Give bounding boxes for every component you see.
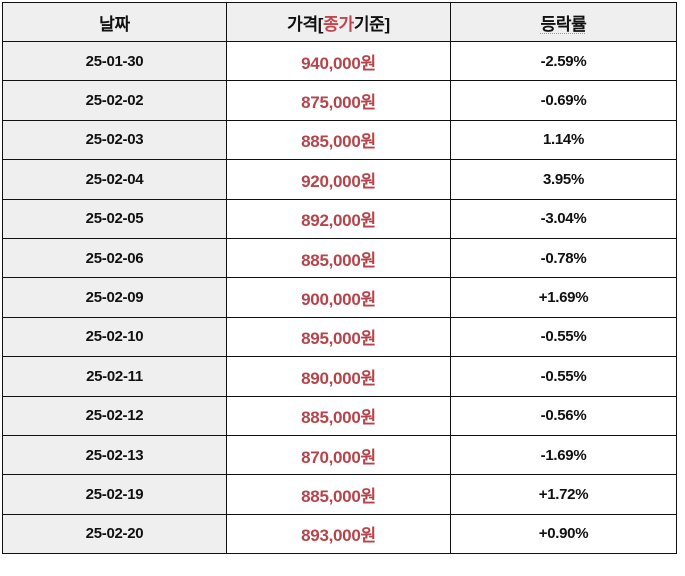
price-cell: 900,000원 bbox=[226, 277, 451, 318]
table-row: 25-02-04 920,000원 3.95% bbox=[2, 159, 677, 200]
price-cell: 885,000원 bbox=[226, 119, 451, 161]
price-cell: 940,000원 bbox=[226, 40, 451, 82]
price-cell: 885,000원 bbox=[226, 395, 451, 436]
date-cell: 25-02-12 bbox=[2, 395, 227, 436]
header-price-prefix: 가격[ bbox=[287, 14, 324, 34]
rate-cell: +0.90% bbox=[450, 513, 677, 555]
rate-cell: -3.04% bbox=[450, 198, 677, 239]
rate-cell: -0.56% bbox=[450, 395, 677, 436]
price-cell: 875,000원 bbox=[226, 80, 451, 121]
date-cell: 25-02-13 bbox=[2, 434, 227, 476]
rate-cell: -0.55% bbox=[450, 356, 677, 397]
table-row: 25-02-13 870,000원 -1.69% bbox=[2, 434, 677, 476]
table-row: 25-02-19 885,000원 +1.72% bbox=[2, 474, 677, 515]
date-cell: 25-02-19 bbox=[2, 474, 227, 515]
rate-cell: -0.78% bbox=[450, 237, 677, 279]
date-cell: 25-02-04 bbox=[2, 159, 227, 200]
table-row: 25-02-10 895,000원 -0.55% bbox=[2, 316, 677, 358]
rate-cell: -2.59% bbox=[450, 40, 677, 82]
rate-cell: -0.69% bbox=[450, 80, 677, 121]
price-cell: 870,000원 bbox=[226, 434, 451, 476]
price-cell: 885,000원 bbox=[226, 237, 451, 279]
table-row: 25-01-30 940,000원 -2.59% bbox=[2, 40, 677, 82]
price-cell: 920,000원 bbox=[226, 159, 451, 200]
table-row: 25-02-12 885,000원 -0.56% bbox=[2, 395, 677, 436]
header-price-suffix: 기준] bbox=[353, 14, 390, 34]
table-row: 25-02-05 892,000원 -3.04% bbox=[2, 198, 677, 239]
rate-cell: -1.69% bbox=[450, 434, 677, 476]
date-cell: 25-02-02 bbox=[2, 80, 227, 121]
date-cell: 25-02-10 bbox=[2, 316, 227, 358]
price-cell: 892,000원 bbox=[226, 198, 451, 239]
rate-cell: -0.55% bbox=[450, 316, 677, 358]
header-price: 가격[종가기준] bbox=[226, 2, 451, 42]
table-row: 25-02-20 893,000원 +0.90% bbox=[2, 513, 677, 555]
rate-cell: +1.72% bbox=[450, 474, 677, 515]
date-cell: 25-02-03 bbox=[2, 119, 227, 161]
table-row: 25-02-11 890,000원 -0.55% bbox=[2, 356, 677, 397]
rate-cell: +1.69% bbox=[450, 277, 677, 318]
price-history-table: 날짜 가격[종가기준] 등락률 25-01-30 940,000원 -2.59% 25… bbox=[2, 2, 677, 555]
header-rate: 등락률 bbox=[450, 2, 677, 42]
date-cell: 25-02-20 bbox=[2, 513, 227, 555]
rate-cell: 3.95% bbox=[450, 159, 677, 200]
date-cell: 25-02-11 bbox=[2, 356, 227, 397]
date-cell: 25-02-09 bbox=[2, 277, 227, 318]
table-row: 25-02-03 885,000원 1.14% bbox=[2, 119, 677, 161]
price-cell: 890,000원 bbox=[226, 356, 451, 397]
table-row: 25-02-09 900,000원 +1.69% bbox=[2, 277, 677, 318]
price-cell: 895,000원 bbox=[226, 316, 451, 358]
price-history-table-container: 날짜 가격[종가기준] 등락률 25-01-30 940,000원 -2.59% 25… bbox=[2, 2, 677, 555]
rate-cell: 1.14% bbox=[450, 119, 677, 161]
table-row: 25-02-02 875,000원 -0.69% bbox=[2, 80, 677, 121]
date-cell: 25-01-30 bbox=[2, 40, 227, 82]
price-cell: 893,000원 bbox=[226, 513, 451, 555]
price-cell: 885,000원 bbox=[226, 474, 451, 515]
header-row: 날짜 가격[종가기준] 등락률 bbox=[2, 2, 677, 42]
header-date: 날짜 bbox=[2, 2, 227, 42]
date-cell: 25-02-06 bbox=[2, 237, 227, 279]
date-cell: 25-02-05 bbox=[2, 198, 227, 239]
header-rate-label: 등락률 bbox=[540, 14, 587, 34]
table-row: 25-02-06 885,000원 -0.78% bbox=[2, 237, 677, 279]
header-price-highlight: 종가 bbox=[323, 14, 354, 34]
